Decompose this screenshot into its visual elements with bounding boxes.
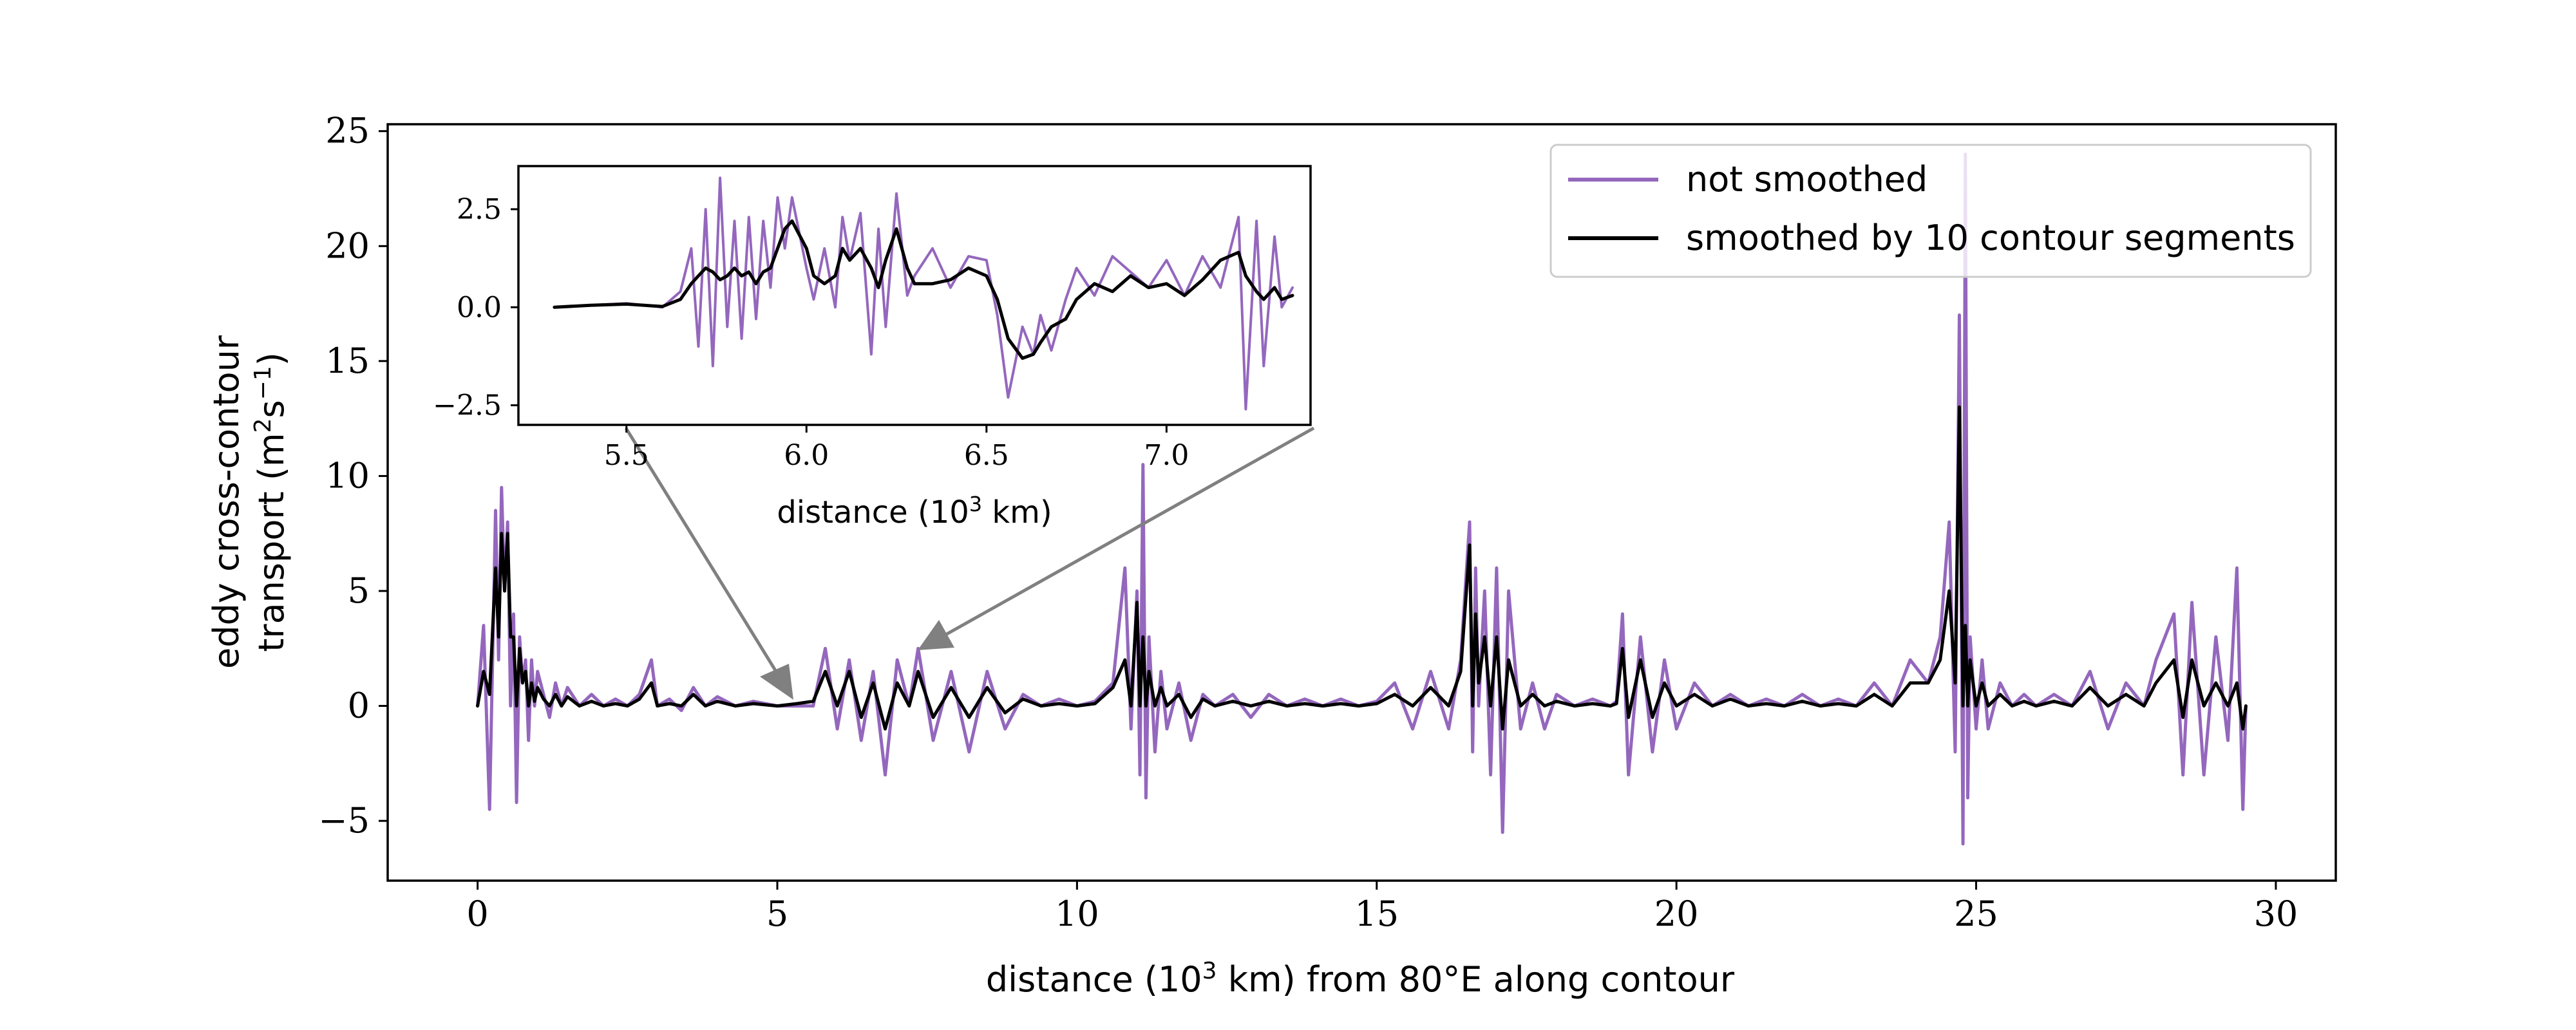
callout-arrow-right-head bbox=[918, 620, 954, 650]
inset-series-not-smoothed-line bbox=[553, 176, 1294, 411]
main-y-tick-label: −5 bbox=[318, 800, 370, 841]
inset-y-tick-label: 0.0 bbox=[457, 291, 502, 324]
inset-series-layer bbox=[553, 176, 1294, 411]
legend: not smoothed smoothed by 10 contour segm… bbox=[1549, 144, 2312, 278]
inset-x-tick-label: 6.0 bbox=[784, 439, 829, 472]
legend-frame bbox=[1549, 144, 2312, 278]
legend-label-smoothed: smoothed by 10 contour segments bbox=[1686, 218, 2295, 258]
main-y-tick-label: 25 bbox=[325, 111, 370, 151]
inset-background bbox=[518, 166, 1311, 425]
inset-y-ticks: −2.5 0.0 2.5 bbox=[433, 193, 518, 422]
main-x-ticks: 0 5 10 15 20 25 30 bbox=[466, 881, 2298, 934]
inset-x-axis-label-pre: distance (10 bbox=[777, 494, 969, 530]
main-x-tick-label: 30 bbox=[2254, 894, 2298, 934]
inset-x-ticks: 5.5 6.0 6.5 7.0 bbox=[604, 425, 1189, 472]
main-x-tick-label: 5 bbox=[766, 894, 788, 934]
main-y-axis-label-unit-sup1: 2 bbox=[250, 418, 276, 433]
main-x-tick-label: 10 bbox=[1055, 894, 1099, 934]
main-axes: 0 5 10 15 20 25 30 −5 0 5 10 15 20 25 distance (103 … bbox=[206, 111, 2337, 1000]
inset-plot-frame bbox=[517, 165, 1312, 426]
inset-y-tick-label: −2.5 bbox=[433, 389, 502, 422]
main-series-layer bbox=[476, 152, 2248, 846]
main-y-axis-label-unit-pre: transport (m bbox=[251, 433, 292, 651]
main-plot-frame bbox=[386, 123, 2337, 882]
inset-axes: 5.5 6.0 6.5 7.0 −2.5 0.0 2.5 distance (103 km… bbox=[433, 165, 1312, 530]
main-y-axis-label-unit-mid: s bbox=[251, 400, 292, 418]
main-y-axis-label-line1: eddy cross-contour bbox=[206, 335, 247, 669]
callout-arrow-left-head bbox=[760, 664, 793, 700]
main-x-tick-label: 0 bbox=[466, 894, 488, 934]
main-y-axis-label-line2: transport (m2s−1) bbox=[250, 352, 292, 652]
main-x-axis-label-sup: 3 bbox=[1202, 958, 1217, 984]
main-x-axis-label-post: km) from 80°E along contour bbox=[1217, 959, 1735, 1000]
main-series-smoothed-line bbox=[476, 405, 2248, 731]
inset-x-axis-label: distance (103 km) bbox=[777, 492, 1052, 530]
main-x-axis-label-pre: distance (10 bbox=[986, 959, 1202, 1000]
callout-arrow-left-shaft bbox=[624, 427, 778, 673]
legend-label-not-smoothed: not smoothed bbox=[1686, 159, 1927, 200]
inset-x-tick-label: 6.5 bbox=[964, 439, 1009, 472]
inset-x-tick-label: 5.5 bbox=[604, 439, 649, 472]
main-x-tick-label: 25 bbox=[1954, 894, 1998, 934]
main-x-axis-label: distance (103 km) from 80°E along contou… bbox=[986, 958, 1735, 1000]
inset-y-tick-label: 2.5 bbox=[457, 193, 502, 226]
main-y-tick-label: 5 bbox=[348, 570, 370, 611]
inset-x-axis-label-sup: 3 bbox=[969, 492, 982, 516]
inset-x-axis-label-post: km) bbox=[982, 494, 1052, 530]
zoom-callouts bbox=[624, 426, 1315, 700]
main-x-tick-label: 20 bbox=[1654, 894, 1699, 934]
main-y-tick-label: 0 bbox=[348, 686, 370, 726]
main-x-tick-label: 15 bbox=[1354, 894, 1399, 934]
main-y-tick-label: 10 bbox=[325, 455, 370, 496]
main-y-ticks: −5 0 5 10 15 20 25 bbox=[318, 111, 388, 841]
inset-series-smoothed-line bbox=[553, 219, 1294, 360]
inset-x-tick-label: 7.0 bbox=[1144, 439, 1189, 472]
main-y-tick-label: 20 bbox=[325, 225, 370, 266]
main-y-axis-label-unit-post: ) bbox=[251, 352, 292, 366]
main-y-tick-label: 15 bbox=[325, 341, 370, 381]
callout-arrow-right-shaft bbox=[945, 426, 1315, 636]
main-y-axis-label-unit-sup2: −1 bbox=[250, 366, 276, 400]
